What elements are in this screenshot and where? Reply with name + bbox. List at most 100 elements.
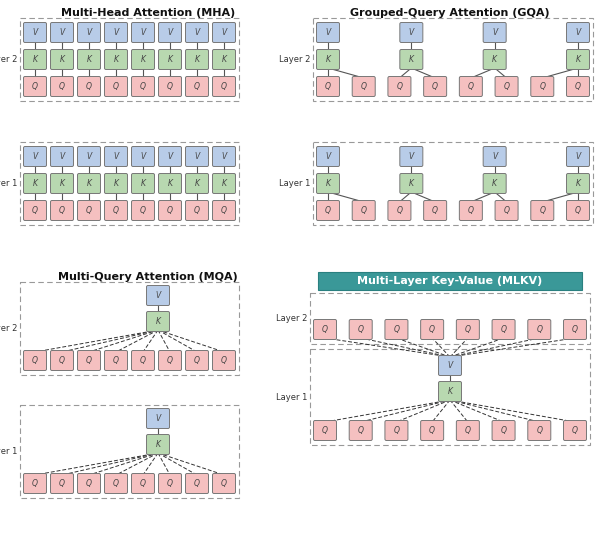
Text: Q: Q xyxy=(113,479,119,488)
Text: K: K xyxy=(32,55,38,64)
Text: V: V xyxy=(325,28,331,37)
Text: Q: Q xyxy=(113,206,119,215)
FancyBboxPatch shape xyxy=(50,351,74,371)
Text: K: K xyxy=(575,179,581,188)
Text: Q: Q xyxy=(194,479,200,488)
FancyBboxPatch shape xyxy=(495,201,518,221)
FancyBboxPatch shape xyxy=(132,474,154,494)
FancyBboxPatch shape xyxy=(420,421,444,441)
FancyBboxPatch shape xyxy=(23,474,47,494)
FancyBboxPatch shape xyxy=(132,76,154,96)
FancyBboxPatch shape xyxy=(316,146,340,166)
Bar xyxy=(20,142,239,225)
Text: Q: Q xyxy=(358,426,364,435)
FancyBboxPatch shape xyxy=(105,146,127,166)
Bar xyxy=(20,18,239,101)
Text: Q: Q xyxy=(432,206,438,215)
Text: Q: Q xyxy=(539,82,545,91)
FancyBboxPatch shape xyxy=(318,272,582,290)
FancyBboxPatch shape xyxy=(316,23,340,42)
Text: V: V xyxy=(114,152,118,161)
Text: K: K xyxy=(409,55,414,64)
FancyBboxPatch shape xyxy=(316,201,340,221)
Text: V: V xyxy=(59,152,65,161)
FancyBboxPatch shape xyxy=(400,23,423,42)
FancyBboxPatch shape xyxy=(185,76,209,96)
FancyBboxPatch shape xyxy=(158,201,182,221)
FancyBboxPatch shape xyxy=(483,49,506,69)
FancyBboxPatch shape xyxy=(349,319,372,339)
Text: Q: Q xyxy=(167,479,173,488)
Text: V: V xyxy=(325,152,331,161)
Text: Q: Q xyxy=(504,82,509,91)
Text: Q: Q xyxy=(140,206,146,215)
FancyBboxPatch shape xyxy=(423,201,447,221)
FancyBboxPatch shape xyxy=(50,49,74,69)
FancyBboxPatch shape xyxy=(132,173,154,193)
Text: Q: Q xyxy=(536,325,542,334)
FancyBboxPatch shape xyxy=(78,23,100,42)
FancyBboxPatch shape xyxy=(23,76,47,96)
FancyBboxPatch shape xyxy=(132,146,154,166)
Text: V: V xyxy=(141,28,146,37)
Text: V: V xyxy=(575,28,581,37)
FancyBboxPatch shape xyxy=(316,76,340,96)
FancyBboxPatch shape xyxy=(566,76,590,96)
Text: Q: Q xyxy=(140,82,146,91)
Text: Q: Q xyxy=(86,206,92,215)
FancyBboxPatch shape xyxy=(385,319,408,339)
FancyBboxPatch shape xyxy=(105,474,127,494)
FancyBboxPatch shape xyxy=(158,474,182,494)
Text: Q: Q xyxy=(59,206,65,215)
FancyBboxPatch shape xyxy=(158,146,182,166)
Text: Q: Q xyxy=(167,82,173,91)
Text: Grouped-Query Attention (GQA): Grouped-Query Attention (GQA) xyxy=(350,8,550,18)
FancyBboxPatch shape xyxy=(105,351,127,371)
FancyBboxPatch shape xyxy=(566,201,590,221)
FancyBboxPatch shape xyxy=(566,49,590,69)
Text: Q: Q xyxy=(167,206,173,215)
Text: Q: Q xyxy=(59,356,65,365)
Text: V: V xyxy=(141,152,146,161)
Text: K: K xyxy=(87,179,91,188)
FancyBboxPatch shape xyxy=(313,421,337,441)
FancyBboxPatch shape xyxy=(185,201,209,221)
Text: Layer 2: Layer 2 xyxy=(279,55,310,64)
FancyBboxPatch shape xyxy=(185,146,209,166)
Text: Q: Q xyxy=(221,82,227,91)
Text: K: K xyxy=(194,179,200,188)
FancyBboxPatch shape xyxy=(212,201,236,221)
Bar xyxy=(313,142,593,225)
FancyBboxPatch shape xyxy=(105,173,127,193)
FancyBboxPatch shape xyxy=(23,146,47,166)
Text: Layer 1: Layer 1 xyxy=(279,179,310,188)
FancyBboxPatch shape xyxy=(349,421,372,441)
FancyBboxPatch shape xyxy=(456,421,480,441)
FancyBboxPatch shape xyxy=(388,201,411,221)
FancyBboxPatch shape xyxy=(78,474,100,494)
Text: Q: Q xyxy=(32,356,38,365)
Text: V: V xyxy=(221,28,227,37)
FancyBboxPatch shape xyxy=(438,356,462,376)
Text: Q: Q xyxy=(501,325,507,334)
Text: V: V xyxy=(32,152,38,161)
FancyBboxPatch shape xyxy=(531,201,554,221)
FancyBboxPatch shape xyxy=(158,49,182,69)
Text: K: K xyxy=(221,179,227,188)
Text: K: K xyxy=(155,440,160,449)
FancyBboxPatch shape xyxy=(212,351,236,371)
Text: Multi-Layer Key-Value (MLKV): Multi-Layer Key-Value (MLKV) xyxy=(358,276,542,286)
Text: V: V xyxy=(167,152,173,161)
Text: K: K xyxy=(325,55,331,64)
FancyBboxPatch shape xyxy=(212,23,236,42)
Text: Q: Q xyxy=(59,82,65,91)
Text: Q: Q xyxy=(468,206,474,215)
Text: K: K xyxy=(492,55,497,64)
Text: K: K xyxy=(167,179,172,188)
Text: Q: Q xyxy=(140,479,146,488)
Text: V: V xyxy=(408,28,414,37)
Text: V: V xyxy=(114,28,118,37)
Text: K: K xyxy=(325,179,331,188)
FancyBboxPatch shape xyxy=(105,76,127,96)
Text: Q: Q xyxy=(429,426,435,435)
